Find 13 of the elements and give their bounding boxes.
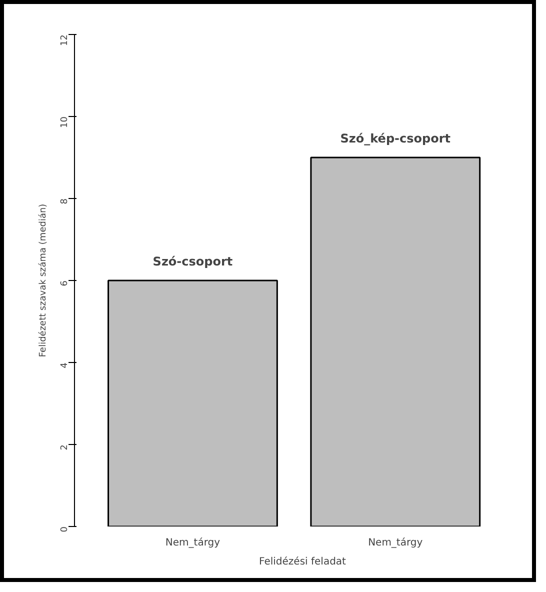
y-tick-label: 8 xyxy=(60,198,70,204)
x-tick-label: Nem_tárgy xyxy=(368,538,423,548)
y-tick-label: 2 xyxy=(60,444,70,450)
x-axis-title: Felidézési feladat xyxy=(259,556,346,568)
annotation: Szó_kép-csoport xyxy=(340,132,451,146)
y-tick-label: 4 xyxy=(60,362,70,368)
y-tick-label: 6 xyxy=(60,280,70,286)
annotation: Szó-csoport xyxy=(152,254,233,268)
y-axis-title: Felidézett szavak száma (medián) xyxy=(38,204,48,358)
y-tick-label: 12 xyxy=(60,34,70,46)
y-tick-label: 10 xyxy=(60,116,70,128)
x-tick-label: Nem_tárgy xyxy=(165,538,220,548)
y-tick-label: 0 xyxy=(60,526,70,532)
